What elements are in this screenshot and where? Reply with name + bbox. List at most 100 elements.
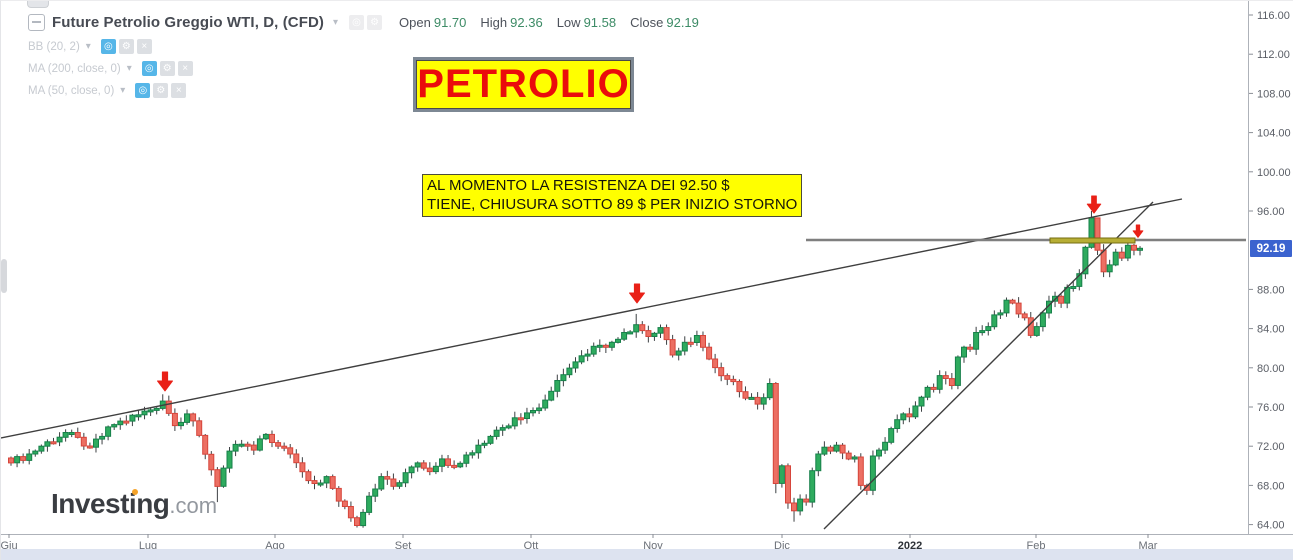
settings-gear-icon[interactable]: ⚙ [159,61,175,76]
candle-body [851,456,858,460]
candle-body [536,407,543,412]
indicator-label[interactable]: MA (200, close, 0) [28,62,121,75]
y-axis-label: 112.00 [1257,49,1290,61]
trendline[interactable] [823,201,1154,530]
candle-body [105,426,112,437]
visibility-eye-icon[interactable]: ◎ [100,39,116,54]
chevron-down-icon[interactable]: ▾ [85,41,91,52]
indicator-label[interactable]: BB (20, 2) [28,40,80,53]
candle-body [1094,217,1101,251]
candle-body [942,375,949,380]
candlestick-series[interactable] [8,211,1143,528]
candle-body [511,417,518,427]
candle-body [785,465,791,504]
candle-body [311,480,318,485]
down-arrow-annotation[interactable] [1132,224,1144,238]
candle-body [439,458,445,467]
remove-x-icon[interactable]: × [136,39,152,54]
candle-body [1003,299,1010,314]
visibility-eye-icon[interactable]: ◎ [141,61,157,76]
pane-collapse-tab[interactable] [27,1,49,8]
candle-body [1106,264,1113,273]
price-axis[interactable]: 116.00 112.00 108.00 104.00 100.00 96.00 88.00… [1249,10,1291,532]
candle-body [1131,244,1137,251]
candle-body [608,341,615,348]
y-axis-label: 72.00 [1257,441,1285,453]
candle-body [402,472,409,484]
candle-body [542,399,549,409]
candle-body [86,445,93,449]
settings-gear-icon[interactable]: ⚙ [153,83,169,98]
candle-body [80,436,87,447]
indicator-row-bb: BB (20, 2) ▾ ◎ ⚙ × [28,39,152,54]
candle-body [1039,312,1046,328]
candle-body [244,443,251,447]
candle-body [882,441,889,451]
candle-body [754,396,761,405]
collapse-pane-icon[interactable] [28,14,45,31]
candle-body [888,428,895,443]
title-settings-icon[interactable]: ⚙ [367,15,383,30]
candle-body [360,511,367,527]
candle-body [135,414,142,418]
candle-body [1076,273,1083,287]
chevron-down-icon[interactable]: ▾ [333,17,339,28]
chevron-down-icon[interactable]: ▾ [126,63,132,74]
candle-body [524,412,530,419]
candle-body [171,412,178,427]
high-value: 92.36 [510,15,543,30]
remove-x-icon[interactable]: × [177,61,193,76]
candle-body [1015,302,1022,315]
candle-body [372,488,379,497]
resistance-note-box[interactable]: AL MOMENTO LA RESISTENZA DEI 92.50 $ TIE… [422,174,803,217]
petrolio-text-box[interactable]: PETROLIO [413,57,634,112]
remove-x-icon[interactable]: × [171,83,187,98]
note-line-1: AL MOMENTO LA RESISTENZA DEI 92.50 $ [427,177,730,194]
candle-body [299,462,306,473]
candle-body [675,350,682,356]
trendline[interactable] [1,198,1183,439]
indicator-label[interactable]: MA (50, close, 0) [28,84,115,97]
resistance-highlight-bar[interactable] [1049,237,1136,244]
candle-body [1124,244,1131,259]
candle-body [602,344,609,348]
down-arrow-annotation[interactable] [157,371,173,392]
candle-body [894,419,901,430]
down-arrow-annotation[interactable] [629,283,645,304]
candle-body [700,335,706,348]
candle-body [317,482,324,486]
y-axis-label: 88.00 [1257,284,1285,296]
candle-body [226,450,233,469]
left-panel-handle[interactable] [1,259,7,293]
candle-body [778,465,785,484]
symbol-title[interactable]: Future Petrolio Greggio WTI, D, (CFD) [52,14,325,31]
candle-body [378,476,385,490]
indicator-row-ma200: MA (200, close, 0) ▾ ◎ ⚙ × [28,61,193,76]
candle-body [548,390,555,401]
candle-body [584,353,591,357]
down-arrow-annotation[interactable] [1086,195,1102,214]
candle-body [797,498,804,512]
y-axis-label: 116.00 [1257,10,1290,22]
visibility-eye-icon[interactable]: ◎ [135,83,151,98]
candle-body [262,433,269,440]
candle-body [8,457,14,464]
candle-body [1033,326,1040,336]
settings-gear-icon[interactable]: ⚙ [118,39,134,54]
chevron-down-icon[interactable]: ▾ [120,85,126,96]
candle-body [178,421,184,427]
candle-body [712,358,719,369]
candle-body [26,453,33,461]
candle-body [839,444,846,454]
y-axis-label: 84.00 [1257,324,1285,336]
high-label: High [480,15,508,30]
candle-body [857,456,864,486]
candle-body [742,391,749,399]
candle-body [341,500,348,508]
candle-body [196,420,203,436]
title-eye-icon[interactable]: ◎ [349,15,365,30]
candle-body [275,442,282,447]
candle-body [651,332,658,337]
